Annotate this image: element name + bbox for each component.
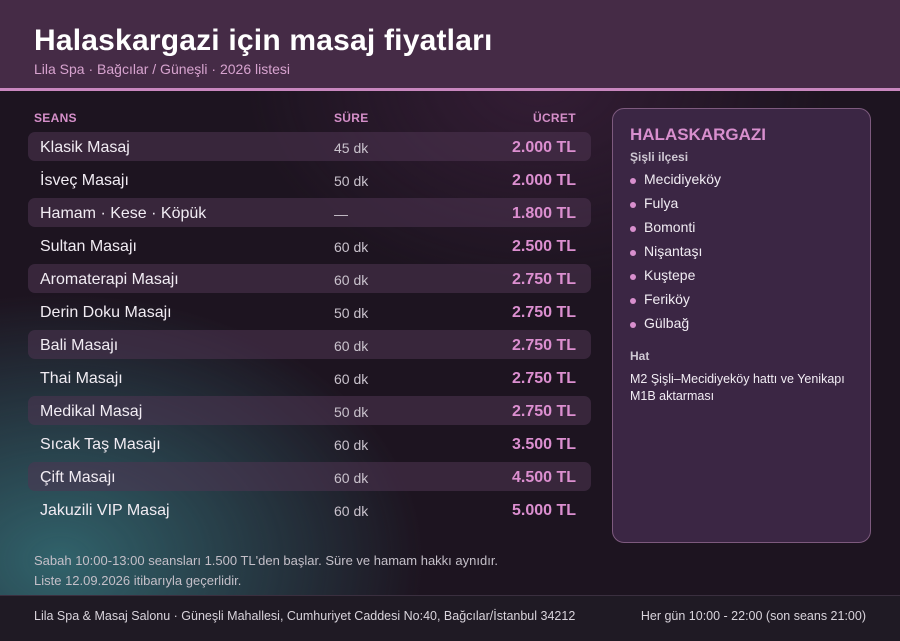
session-duration: 60 dk [334, 470, 369, 486]
session-price: 2.500 TL [511, 238, 576, 255]
session-name: Medikal Masaj [40, 403, 143, 420]
session-price: 2.750 TL [511, 271, 576, 288]
session-price: 3.500 TL [511, 436, 576, 453]
transit-label: Hat [630, 349, 650, 363]
bullet-icon [630, 178, 636, 184]
neighborhood-name: Kuştepe [644, 267, 696, 283]
validity-note: Liste 12.09.2026 itibarıyla geçerlidir. [34, 573, 242, 588]
neighborhood-name: Fulya [644, 195, 679, 211]
session-price: 2.000 TL [511, 139, 576, 156]
session-duration: 50 dk [334, 173, 369, 189]
session-price: 2.750 TL [511, 304, 576, 321]
session-duration: 60 dk [334, 371, 369, 387]
neighborhood-name: Bomonti [644, 219, 696, 235]
price-row: Sultan Masajı 60 dk 2.500 TL [28, 231, 591, 260]
footer-hours: Her gün 10:00 - 22:00 (son seans 21:00) [640, 609, 866, 623]
price-row: Aromaterapi Masajı 60 dk 2.750 TL [28, 264, 591, 293]
bullet-icon [630, 250, 636, 256]
footer-address: Lila Spa & Masaj Salonu · Güneşli Mahall… [34, 609, 576, 623]
price-list: Klasik Masaj 45 dk 2.000 TL İsveç Masajı… [28, 132, 591, 528]
price-row: Çift Masajı 60 dk 4.500 TL [28, 462, 591, 491]
session-name: Sıcak Taş Masajı [40, 436, 161, 453]
neighborhood-name: Nişantaşı [644, 243, 703, 259]
neighborhood-name: Mecidiyeköy [644, 171, 722, 187]
session-name: Thai Masajı [40, 370, 123, 387]
price-row: Klasik Masaj 45 dk 2.000 TL [28, 132, 591, 161]
bullet-icon [630, 274, 636, 280]
neighborhood-list: Mecidiyeköy Fulya Bomonti Nişantaşı Kuşt… [630, 171, 721, 339]
session-price: 2.750 TL [511, 403, 576, 420]
transit-info: M2 Şişli–Mecidiyeköy hattı ve Yenikapı M… [630, 372, 845, 403]
neighborhood-item: Bomonti [630, 219, 721, 243]
session-duration: 60 dk [334, 239, 369, 255]
neighborhood-item: Kuştepe [630, 267, 721, 291]
neighborhood-item: Fulya [630, 195, 721, 219]
session-name: Bali Masajı [40, 337, 119, 354]
session-name: Hamam · Kese · Köpük [40, 205, 207, 222]
panel-title: HALASKARGAZI [630, 125, 766, 144]
session-name: Klasik Masaj [40, 139, 130, 156]
column-header-session: SEANS [34, 111, 77, 125]
session-price: 4.500 TL [511, 469, 576, 486]
neighborhood-name: Gülbağ [644, 315, 690, 331]
location-panel: HALASKARGAZI Şişli ilçesi Mecidiyeköy Fu… [612, 108, 871, 543]
session-name: Jakuzili VIP Masaj [40, 502, 170, 519]
price-row: İsveç Masajı 50 dk 2.000 TL [28, 165, 591, 194]
price-row: Jakuzili VIP Masaj 60 dk 5.000 TL [28, 495, 591, 524]
session-price: 2.750 TL [511, 337, 576, 354]
price-row: Hamam · Kese · Köpük — 1.800 TL [28, 198, 591, 227]
session-duration: 50 dk [334, 305, 369, 321]
price-row: Medikal Masaj 50 dk 2.750 TL [28, 396, 591, 425]
price-row: Derin Doku Masajı 50 dk 2.750 TL [28, 297, 591, 326]
bullet-icon [630, 322, 636, 328]
session-duration: 50 dk [334, 404, 369, 420]
session-duration: 60 dk [334, 437, 369, 453]
page-subtitle: Lila Spa · Bağcılar / Güneşli · 2026 lis… [34, 61, 291, 77]
bullet-icon [630, 202, 636, 208]
session-price: 2.000 TL [511, 172, 576, 189]
bullet-icon [630, 226, 636, 232]
session-duration: 60 dk [334, 338, 369, 354]
session-name: Derin Doku Masajı [40, 304, 172, 321]
session-name: Aromaterapi Masajı [40, 271, 179, 288]
session-duration: — [334, 206, 348, 222]
price-row: Sıcak Taş Masajı 60 dk 3.500 TL [28, 429, 591, 458]
bullet-icon [630, 298, 636, 304]
district-label: Şişli ilçesi [630, 150, 689, 164]
session-name: Çift Masajı [40, 469, 116, 486]
session-duration: 45 dk [334, 140, 369, 156]
page-header: Halaskargazi için masaj fiyatları Lila S… [0, 0, 900, 91]
session-price: 5.000 TL [511, 502, 576, 519]
price-row: Thai Masajı 60 dk 2.750 TL [28, 363, 591, 392]
session-price: 2.750 TL [511, 370, 576, 387]
column-header-price: ÜCRET [533, 111, 576, 125]
neighborhood-item: Nişantaşı [630, 243, 721, 267]
page-footer: Lila Spa & Masaj Salonu · Güneşli Mahall… [0, 595, 900, 641]
neighborhood-item: Mecidiyeköy [630, 171, 721, 195]
neighborhood-item: Feriköy [630, 291, 721, 315]
neighborhood-item: Gülbağ [630, 315, 721, 339]
neighborhood-name: Feriköy [644, 291, 690, 307]
column-header-duration: SÜRE [334, 111, 369, 125]
page-title: Halaskargazi için masaj fiyatları [34, 24, 493, 57]
session-duration: 60 dk [334, 503, 369, 519]
pricing-note: Sabah 10:00-13:00 seansları 1.500 TL'den… [34, 553, 499, 568]
session-name: İsveç Masajı [40, 172, 129, 189]
session-price: 1.800 TL [511, 205, 576, 222]
session-name: Sultan Masajı [40, 238, 137, 255]
price-row: Bali Masajı 60 dk 2.750 TL [28, 330, 591, 359]
session-duration: 60 dk [334, 272, 369, 288]
